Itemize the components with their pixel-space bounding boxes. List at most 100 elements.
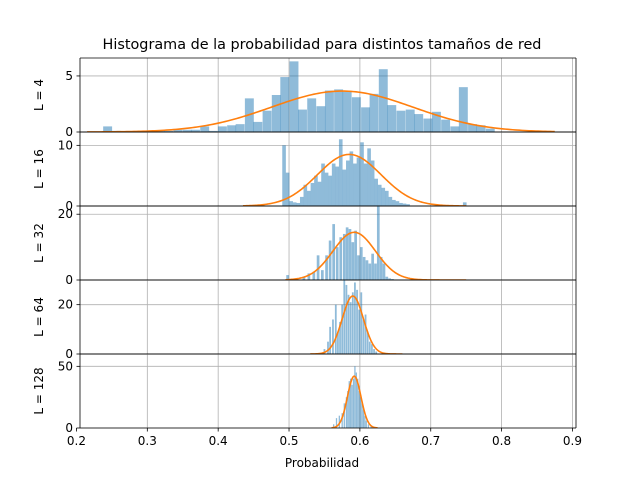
y-tick-label: 5 <box>65 69 73 83</box>
histogram-bar <box>324 90 334 132</box>
histogram-bar <box>292 202 297 206</box>
histogram-bar <box>423 118 433 132</box>
histogram-bar <box>316 106 326 132</box>
histogram-bar <box>307 190 311 206</box>
histogram-bar <box>200 126 210 132</box>
x-tick-label: 0.9 <box>563 434 582 448</box>
histogram-bar <box>392 199 396 206</box>
histogram-bar <box>354 366 356 428</box>
y-tick-label: 0 <box>65 273 73 287</box>
histogram-bar <box>289 61 299 132</box>
histogram-bar <box>352 378 355 428</box>
histogram-bar <box>355 372 357 428</box>
histogram-bar <box>348 381 350 428</box>
histogram-bar <box>381 187 386 206</box>
histogram-bar <box>441 119 451 132</box>
histogram-bar <box>365 420 367 428</box>
y-tick-label: 50 <box>58 359 73 373</box>
histogram-bar <box>286 275 289 280</box>
histogram-bar <box>345 284 348 354</box>
histogram-bar <box>338 415 340 428</box>
histogram-bar <box>334 89 344 132</box>
histogram-bar <box>321 163 325 206</box>
histogram-bar <box>164 130 174 132</box>
histogram-bars <box>103 61 495 132</box>
y-tick-label: 0 <box>65 421 73 435</box>
x-tick-label: 0.5 <box>279 434 298 448</box>
histogram-bar <box>328 240 332 280</box>
histogram-bar <box>341 304 344 354</box>
histogram-bar <box>338 139 343 206</box>
histogram-bar <box>431 111 441 132</box>
histogram-bar <box>335 247 339 280</box>
y-tick-label: 0 <box>65 199 73 213</box>
histogram-bars <box>286 206 394 280</box>
histogram-bar <box>334 304 337 354</box>
histogram-bar <box>387 105 397 132</box>
histogram-bar <box>376 206 380 280</box>
histogram-bar <box>314 175 318 206</box>
histogram-bar <box>362 409 365 428</box>
histogram-bar <box>208 130 218 132</box>
histogram-bar <box>374 178 378 206</box>
histogram-bar <box>375 351 378 354</box>
histogram-bar <box>333 424 335 428</box>
histogram-bar <box>346 160 350 206</box>
histogram-bar <box>357 378 359 428</box>
histogram-bar <box>253 121 263 132</box>
histogram-bar <box>382 263 386 280</box>
histogram-bar <box>235 124 245 132</box>
histogram-bar <box>310 182 315 206</box>
histogram-bar <box>320 270 324 280</box>
histogram-bar <box>332 319 334 354</box>
histogram-bar <box>364 415 366 428</box>
histogram-bar <box>317 181 322 206</box>
panel-2: 0 10 L = 16 <box>32 131 577 213</box>
histogram-bar <box>343 403 345 428</box>
histogram-bar <box>378 69 388 132</box>
histogram-bar <box>371 344 373 354</box>
histogram-bar <box>191 129 200 132</box>
histogram-bar <box>374 263 377 280</box>
histogram-bar <box>271 95 281 132</box>
histogram-bar <box>373 349 375 354</box>
histogram-bar <box>395 201 400 206</box>
histogram-bar <box>361 403 363 428</box>
panel-3: 0 20 L = 32 <box>32 205 577 287</box>
histogram-bar <box>303 184 308 206</box>
y-axis-label: L = 128 <box>32 367 46 414</box>
x-tick-label: 0.3 <box>138 434 157 448</box>
histogram-bar <box>396 110 406 132</box>
histogram-bar <box>335 166 340 206</box>
histogram-bars <box>323 280 378 354</box>
histogram-bar <box>399 202 403 206</box>
histogram-bar <box>217 126 227 132</box>
histogram-bar <box>414 114 424 132</box>
histogram-bar <box>103 126 113 132</box>
histogram-bar <box>367 424 370 428</box>
histogram-bar <box>358 309 361 354</box>
histogram-bar <box>328 175 332 206</box>
y-axis-label: L = 64 <box>32 297 46 337</box>
histogram-bar <box>363 163 368 206</box>
x-axis: 0.2 0.3 0.4 0.5 0.6 0.7 0.8 0.9 <box>67 428 582 448</box>
histogram-bar <box>368 341 371 354</box>
y-axis-label: L = 32 <box>32 223 46 263</box>
histogram-bar <box>358 391 360 428</box>
histogram-bar <box>339 321 341 354</box>
histogram-bar <box>377 184 382 206</box>
y-tick-label: 20 <box>58 207 73 221</box>
histogram-bar <box>316 255 320 280</box>
histogram-bar <box>367 148 371 206</box>
histogram-bar <box>379 256 383 280</box>
histogram-bar <box>368 263 372 280</box>
histogram-bar <box>307 273 311 280</box>
histogram-bar <box>357 255 360 280</box>
x-tick-label: 0.8 <box>492 434 511 448</box>
x-tick-label: 0.4 <box>209 434 228 448</box>
histogram-bar <box>359 397 362 428</box>
histogram-bar <box>388 196 393 206</box>
histogram-bar <box>402 203 407 206</box>
